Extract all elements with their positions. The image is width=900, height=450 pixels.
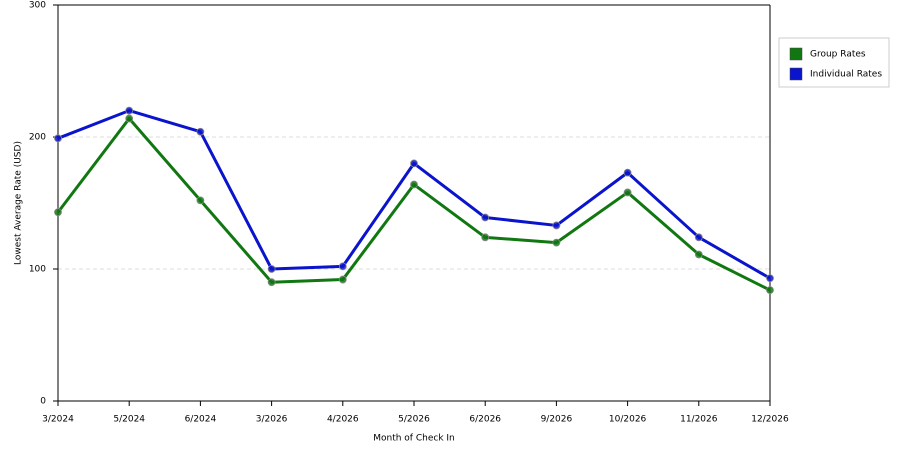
x-axis-label: Month of Check In xyxy=(373,434,455,444)
data-point xyxy=(338,275,347,284)
data-point xyxy=(766,274,774,283)
data-point xyxy=(481,213,490,222)
data-point xyxy=(552,221,561,230)
data-point xyxy=(267,278,276,287)
x-tick-label: 3/2026 xyxy=(256,415,288,425)
data-point xyxy=(338,262,347,271)
data-point xyxy=(623,168,632,177)
legend-swatch xyxy=(789,47,803,61)
data-point xyxy=(125,114,134,123)
data-point xyxy=(54,208,62,217)
y-tick-label: 100 xyxy=(29,265,46,275)
x-tick-label: 5/2026 xyxy=(398,415,430,425)
data-point xyxy=(410,159,418,168)
data-point xyxy=(54,134,62,143)
data-point xyxy=(481,233,490,242)
data-point xyxy=(196,196,205,205)
x-tick-label: 6/2026 xyxy=(469,415,501,425)
y-tick-label: 0 xyxy=(40,397,46,407)
data-point xyxy=(552,238,561,247)
x-tick-label: 9/2026 xyxy=(541,415,573,425)
data-point xyxy=(694,250,703,259)
y-tick-label: 300 xyxy=(29,1,46,11)
data-point xyxy=(410,180,418,189)
x-tick-label: 4/2026 xyxy=(327,415,359,425)
data-point xyxy=(267,265,276,273)
data-point xyxy=(196,127,205,136)
y-axis-label: Lowest Average Rate (USD) xyxy=(14,141,24,265)
x-tick-label: 12/2026 xyxy=(751,415,789,425)
x-tick-label: 11/2026 xyxy=(680,415,718,425)
data-point xyxy=(125,106,134,115)
data-point xyxy=(766,286,774,295)
data-point xyxy=(623,188,632,197)
legend-label: Individual Rates xyxy=(810,70,882,80)
x-tick-label: 6/2024 xyxy=(185,415,217,425)
x-tick-label: 5/2024 xyxy=(113,415,145,425)
x-tick-label: 3/2024 xyxy=(42,415,74,425)
x-tick-label: 10/2026 xyxy=(609,415,647,425)
data-point xyxy=(694,233,703,242)
legend-label: Group Rates xyxy=(810,50,866,60)
y-tick-label: 200 xyxy=(29,133,46,143)
legend-swatch xyxy=(789,67,803,81)
